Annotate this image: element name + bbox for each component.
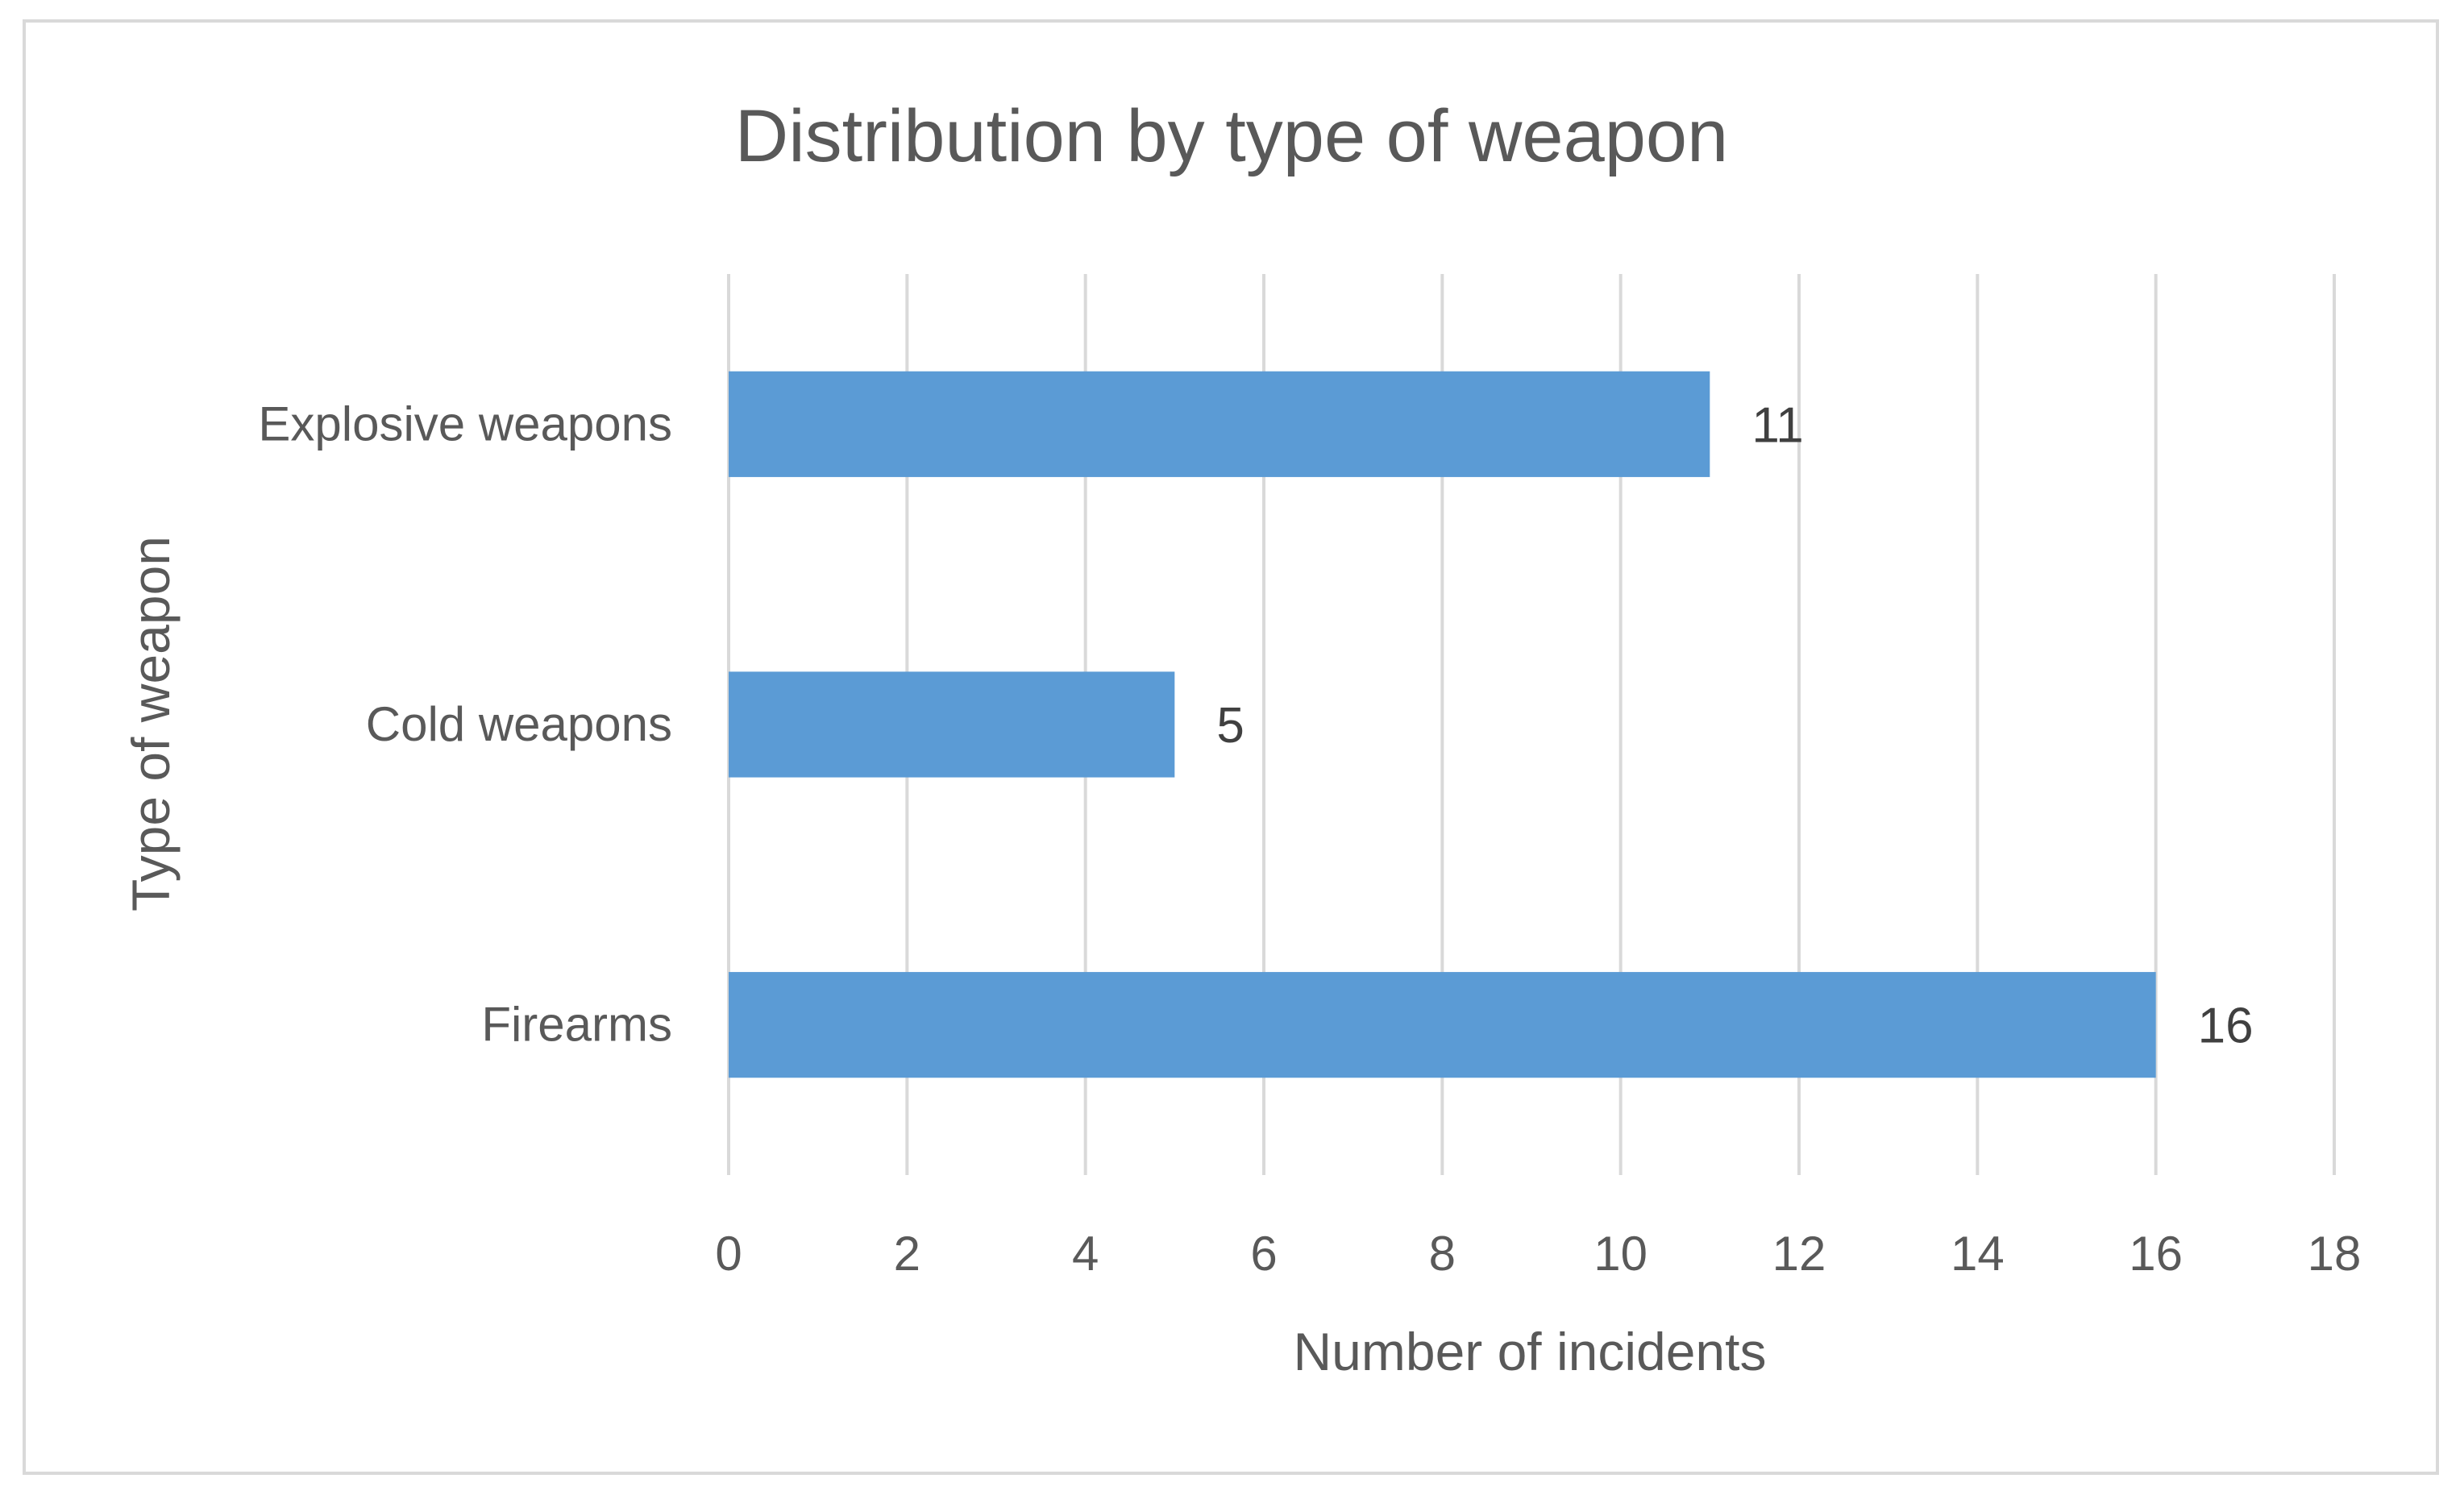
x-axis-ticks: 0 2 4 6 8 10 12 14 16 18 (715, 1227, 2361, 1281)
bar (729, 671, 1175, 778)
category-label: Firearms (481, 998, 672, 1052)
category-label: Cold weapons (366, 697, 672, 751)
x-tick-label: 2 (894, 1227, 920, 1281)
data-labels: 11 5 16 (1216, 397, 2253, 1053)
data-label: 16 (2198, 999, 2254, 1054)
bars (729, 371, 2156, 1078)
x-tick-label: 12 (1772, 1227, 1826, 1281)
chart-frame (23, 19, 2439, 1475)
bar (729, 972, 2156, 1078)
x-tick-label: 8 (1429, 1227, 1456, 1281)
x-tick-label: 16 (2129, 1227, 2183, 1281)
bar (729, 371, 1710, 477)
x-tick-label: 18 (2308, 1227, 2362, 1281)
chart-title: Distribution by type of weapon (735, 95, 1728, 177)
x-axis-title: Number of incidents (1294, 1322, 1767, 1381)
x-tick-label: 4 (1072, 1227, 1099, 1281)
x-tick-label: 14 (1951, 1227, 2005, 1281)
x-tick-label: 6 (1250, 1227, 1277, 1281)
x-tick-label: 10 (1593, 1227, 1648, 1281)
category-label: Explosive weapons (258, 397, 672, 451)
data-label: 5 (1216, 698, 1244, 754)
data-label: 11 (1751, 397, 1803, 453)
x-tick-label: 0 (715, 1227, 742, 1281)
y-axis-categories: Explosive weapons Cold weapons Firearms (258, 397, 672, 1051)
y-axis-title: Type of weapon (121, 536, 181, 912)
